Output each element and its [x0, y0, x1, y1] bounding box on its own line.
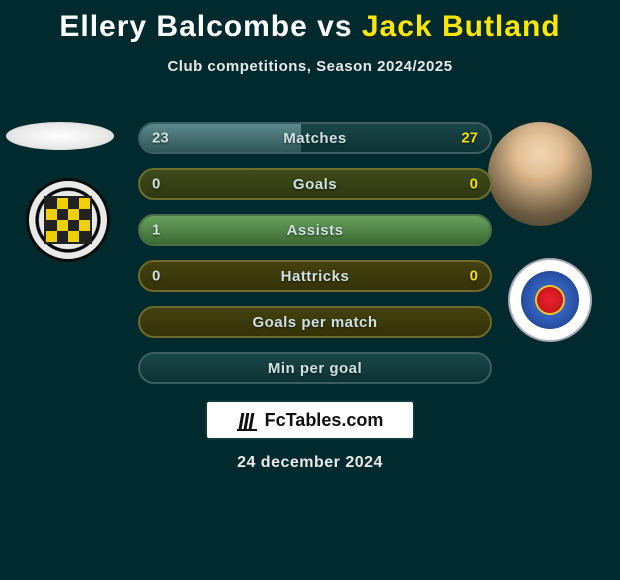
- stat-value-left: 0: [152, 176, 160, 193]
- fctables-logo-icon: [237, 409, 259, 431]
- stat-label: Min per goal: [268, 360, 362, 377]
- vs-separator: vs: [317, 10, 352, 43]
- stat-label: Matches: [283, 130, 347, 147]
- stat-label: Goals per match: [252, 314, 377, 331]
- stats-bars: 23 Matches 27 0 Goals 0 1 Assists 0 Hatt…: [138, 122, 492, 398]
- stat-bar-assists: 1 Assists: [138, 214, 492, 246]
- stat-label: Assists: [287, 222, 344, 239]
- player2-club-badge: [508, 258, 592, 342]
- stat-label: Hattricks: [281, 268, 350, 285]
- player1-avatar: [6, 122, 114, 150]
- stat-bar-goals-per-match: Goals per match: [138, 306, 492, 338]
- stat-value-right: 0: [470, 268, 478, 285]
- page-title: Ellery Balcombe vs Jack Butland: [0, 0, 620, 44]
- stat-bar-matches: 23 Matches 27: [138, 122, 492, 154]
- branding-text: FcTables.com: [265, 410, 384, 431]
- stat-bar-min-per-goal: Min per goal: [138, 352, 492, 384]
- page-subtitle: Club competitions, Season 2024/2025: [0, 58, 620, 75]
- stat-value-right: 27: [461, 130, 478, 147]
- branding-box: FcTables.com: [205, 400, 415, 440]
- stat-label: Goals: [293, 176, 337, 193]
- player2-avatar: [488, 122, 592, 226]
- player1-club-badge: [26, 178, 110, 262]
- stat-value-left: 0: [152, 268, 160, 285]
- stat-bar-goals: 0 Goals 0: [138, 168, 492, 200]
- player1-name: Ellery Balcombe: [59, 10, 307, 43]
- player2-name: Jack Butland: [362, 10, 561, 43]
- stat-value-right: 0: [470, 176, 478, 193]
- stat-value-left: 1: [152, 222, 160, 239]
- date-stamp: 24 december 2024: [0, 454, 620, 472]
- stat-value-left: 23: [152, 130, 169, 147]
- stat-bar-hattricks: 0 Hattricks 0: [138, 260, 492, 292]
